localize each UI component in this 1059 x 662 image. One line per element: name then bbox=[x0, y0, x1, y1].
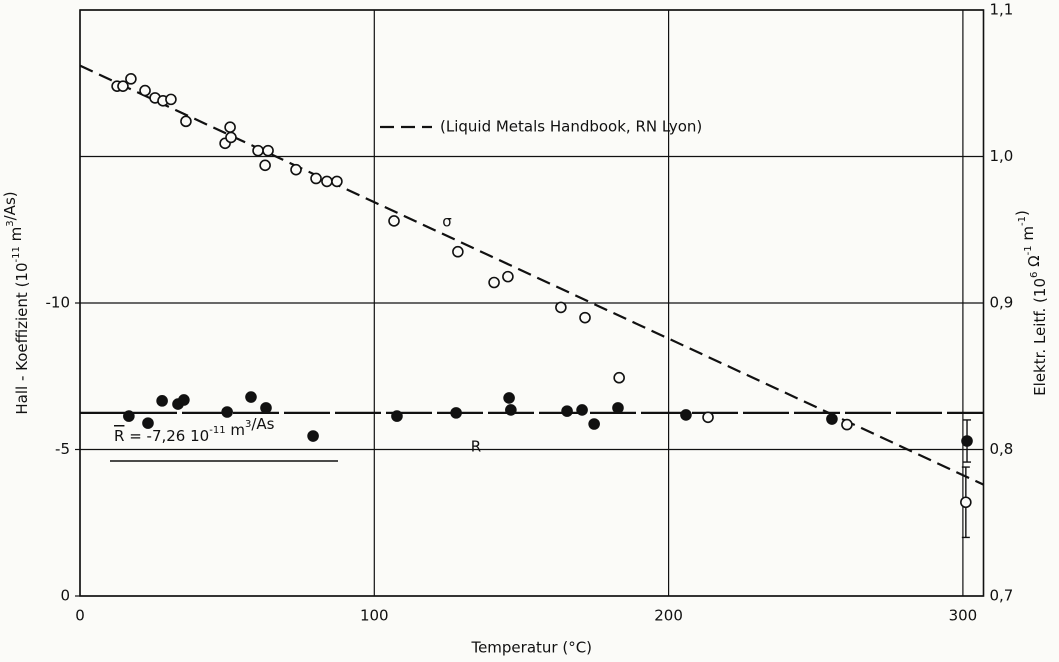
data-point bbox=[225, 131, 237, 144]
label-part: Ω bbox=[1025, 255, 1043, 271]
data-point bbox=[505, 404, 517, 416]
data-point bbox=[561, 405, 573, 417]
y-tick-label: -10 bbox=[46, 294, 71, 312]
data-point bbox=[260, 402, 272, 414]
data-point bbox=[259, 159, 271, 172]
y-axis-label: Hall - Koeffizient (10-11 m3/As) bbox=[1, 191, 31, 414]
label-part: /As bbox=[251, 415, 274, 433]
data-point bbox=[680, 409, 692, 421]
data-point bbox=[579, 311, 591, 324]
label-part: 3 bbox=[245, 419, 251, 430]
data-point bbox=[178, 394, 190, 406]
label-part: -1 bbox=[1017, 216, 1028, 226]
x-axis-label: Temperatur (°C) bbox=[470, 639, 592, 657]
x-tick-label: 0 bbox=[75, 607, 85, 625]
data-point bbox=[290, 163, 302, 176]
data-point bbox=[961, 435, 973, 447]
data-point bbox=[221, 406, 233, 418]
data-point bbox=[612, 402, 624, 414]
y2-tick-label: 0,8 bbox=[990, 440, 1014, 458]
series-label: R bbox=[471, 438, 481, 456]
data-point bbox=[165, 93, 177, 106]
data-point bbox=[502, 270, 514, 283]
label-part: -11 bbox=[209, 425, 225, 436]
data-point bbox=[391, 410, 403, 422]
data-point bbox=[702, 411, 714, 424]
data-point bbox=[310, 172, 322, 185]
data-point bbox=[826, 413, 838, 425]
y2-tick-label: 0,7 bbox=[990, 587, 1014, 605]
data-point bbox=[252, 144, 264, 157]
data-point bbox=[588, 418, 600, 430]
y2-axis-label: Elektr. Leitf. (106 Ω-1 m-1) bbox=[1013, 210, 1049, 396]
y-tick-label: -5 bbox=[55, 440, 70, 458]
data-point bbox=[388, 215, 400, 227]
label-part: R bbox=[114, 427, 124, 445]
data-point bbox=[139, 84, 151, 97]
data-point bbox=[142, 417, 154, 429]
y2-tick-label: 0,9 bbox=[990, 294, 1014, 312]
label-part: m bbox=[7, 227, 25, 246]
label-part: /As) bbox=[1, 191, 19, 220]
data-point bbox=[450, 407, 462, 419]
data-point bbox=[503, 392, 515, 404]
data-point bbox=[576, 404, 588, 416]
label-part: -1 bbox=[1023, 245, 1034, 255]
label-part: m bbox=[226, 421, 245, 439]
label-part: ) bbox=[1013, 210, 1031, 216]
x-tick-label: 300 bbox=[949, 607, 978, 625]
label-part: 6 bbox=[1029, 272, 1040, 278]
data-point bbox=[960, 496, 972, 509]
label-part: Hall - Koeffizient (10 bbox=[13, 262, 31, 414]
data-point bbox=[262, 144, 274, 157]
x-tick-label: 200 bbox=[654, 607, 683, 625]
series-label: σ bbox=[442, 213, 452, 231]
data-point bbox=[156, 395, 168, 407]
data-point bbox=[321, 175, 333, 188]
annotation: R = -7,26 10-11 m3/As bbox=[114, 415, 275, 445]
label-part: 3 bbox=[5, 220, 16, 226]
legend-label: (Liquid Metals Handbook, RN Lyon) bbox=[440, 118, 702, 136]
data-point bbox=[123, 410, 135, 422]
label-part: -11 bbox=[11, 246, 22, 262]
label-part: = -7,26 10 bbox=[124, 427, 209, 445]
data-point bbox=[452, 245, 464, 258]
data-point bbox=[125, 73, 137, 85]
data-point bbox=[613, 371, 625, 384]
data-point bbox=[224, 121, 236, 133]
data-point bbox=[555, 301, 567, 314]
data-point bbox=[245, 391, 257, 403]
data-point bbox=[117, 80, 129, 92]
y-tick-label: 0 bbox=[60, 587, 70, 605]
label-part: Elektr. Leitf. (10 bbox=[1031, 278, 1049, 396]
data-point bbox=[180, 115, 192, 128]
data-point bbox=[841, 418, 853, 431]
data-point bbox=[331, 175, 343, 188]
data-point bbox=[307, 430, 319, 442]
y2-tick-label: 1,1 bbox=[990, 1, 1014, 19]
data-point bbox=[488, 276, 500, 289]
y2-tick-label: 1,0 bbox=[990, 147, 1014, 165]
x-tick-label: 100 bbox=[360, 607, 389, 625]
label-part: m bbox=[1019, 226, 1037, 245]
